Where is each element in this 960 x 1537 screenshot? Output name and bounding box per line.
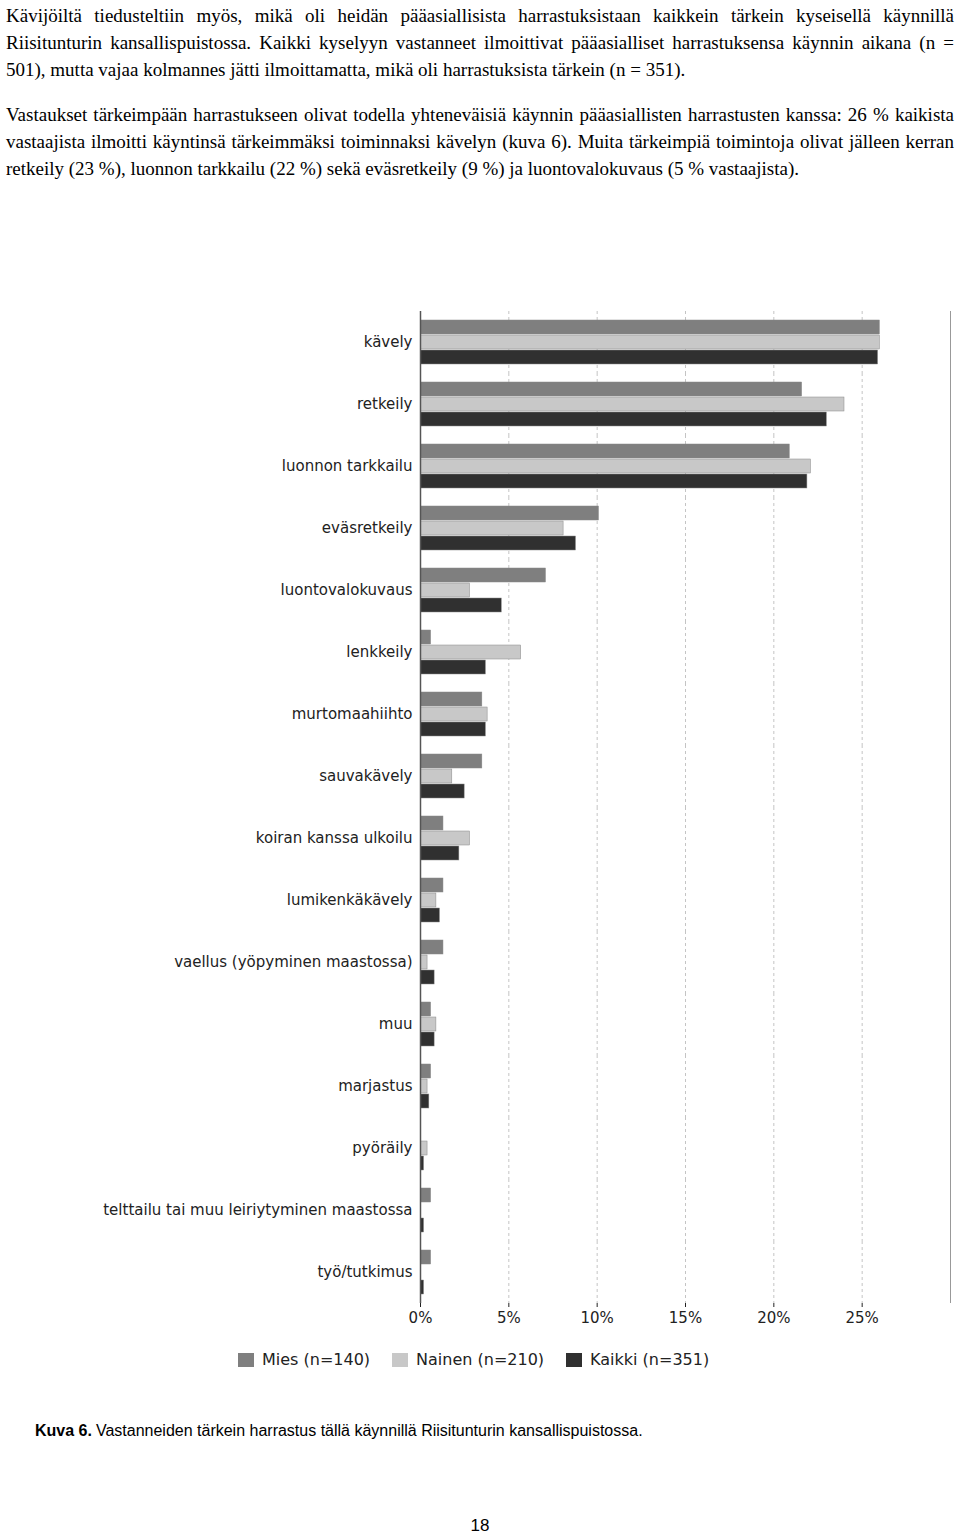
- svg-text:15%: 15%: [669, 1309, 702, 1327]
- svg-text:kävely: kävely: [364, 333, 413, 351]
- svg-text:lenkkeily: lenkkeily: [346, 643, 412, 661]
- svg-text:vaellus (yöpyminen maastossa): vaellus (yöpyminen maastossa): [174, 953, 412, 971]
- svg-text:retkeily: retkeily: [357, 395, 413, 413]
- svg-text:luonnon tarkkailu: luonnon tarkkailu: [282, 457, 413, 475]
- svg-text:10%: 10%: [580, 1309, 613, 1327]
- svg-text:marjastus: marjastus: [338, 1077, 413, 1095]
- svg-text:5%: 5%: [497, 1309, 521, 1327]
- svg-text:telttailu tai muu leiriytymine: telttailu tai muu leiriytyminen maastoss…: [103, 1201, 412, 1219]
- html-text:18: 18: [470, 1516, 490, 1535]
- svg-text:25%: 25%: [845, 1309, 878, 1327]
- svg-text:työ/tutkimus: työ/tutkimus: [317, 1263, 412, 1281]
- html-text:Kuva 6. Vastanneiden tärkein h: Kuva 6. Vastanneiden tärkein harrastus t…: [35, 1422, 643, 1439]
- html-text:Kävijöiltä tiedusteltiin myös,: Kävijöiltä tiedusteltiin myös, mikä oli …: [6, 5, 954, 80]
- svg-text:eväsretkeily: eväsretkeily: [322, 519, 413, 537]
- svg-text:lumikenkäkävely: lumikenkäkävely: [287, 891, 413, 909]
- html-text:Mies (n=140): Mies (n=140): [262, 1350, 371, 1369]
- svg-text:pyöräily: pyöräily: [352, 1139, 412, 1157]
- svg-text:muu: muu: [379, 1015, 413, 1033]
- svg-text:sauvakävely: sauvakävely: [319, 767, 412, 785]
- html-text:Vastaukset tärkeimpään harrast: Vastaukset tärkeimpään harrastukseen oli…: [6, 104, 954, 179]
- html-text:Nainen (n=210): Nainen (n=210): [416, 1350, 545, 1369]
- svg-text:murtomaahiihto: murtomaahiihto: [292, 705, 413, 723]
- html-text:Kaikki (n=351): Kaikki (n=351): [590, 1350, 710, 1369]
- svg-text:20%: 20%: [757, 1309, 790, 1327]
- svg-text:luontovalokuvaus: luontovalokuvaus: [281, 581, 413, 599]
- svg-text:0%: 0%: [409, 1309, 433, 1327]
- svg-text:koiran kanssa ulkoilu: koiran kanssa ulkoilu: [256, 829, 413, 847]
